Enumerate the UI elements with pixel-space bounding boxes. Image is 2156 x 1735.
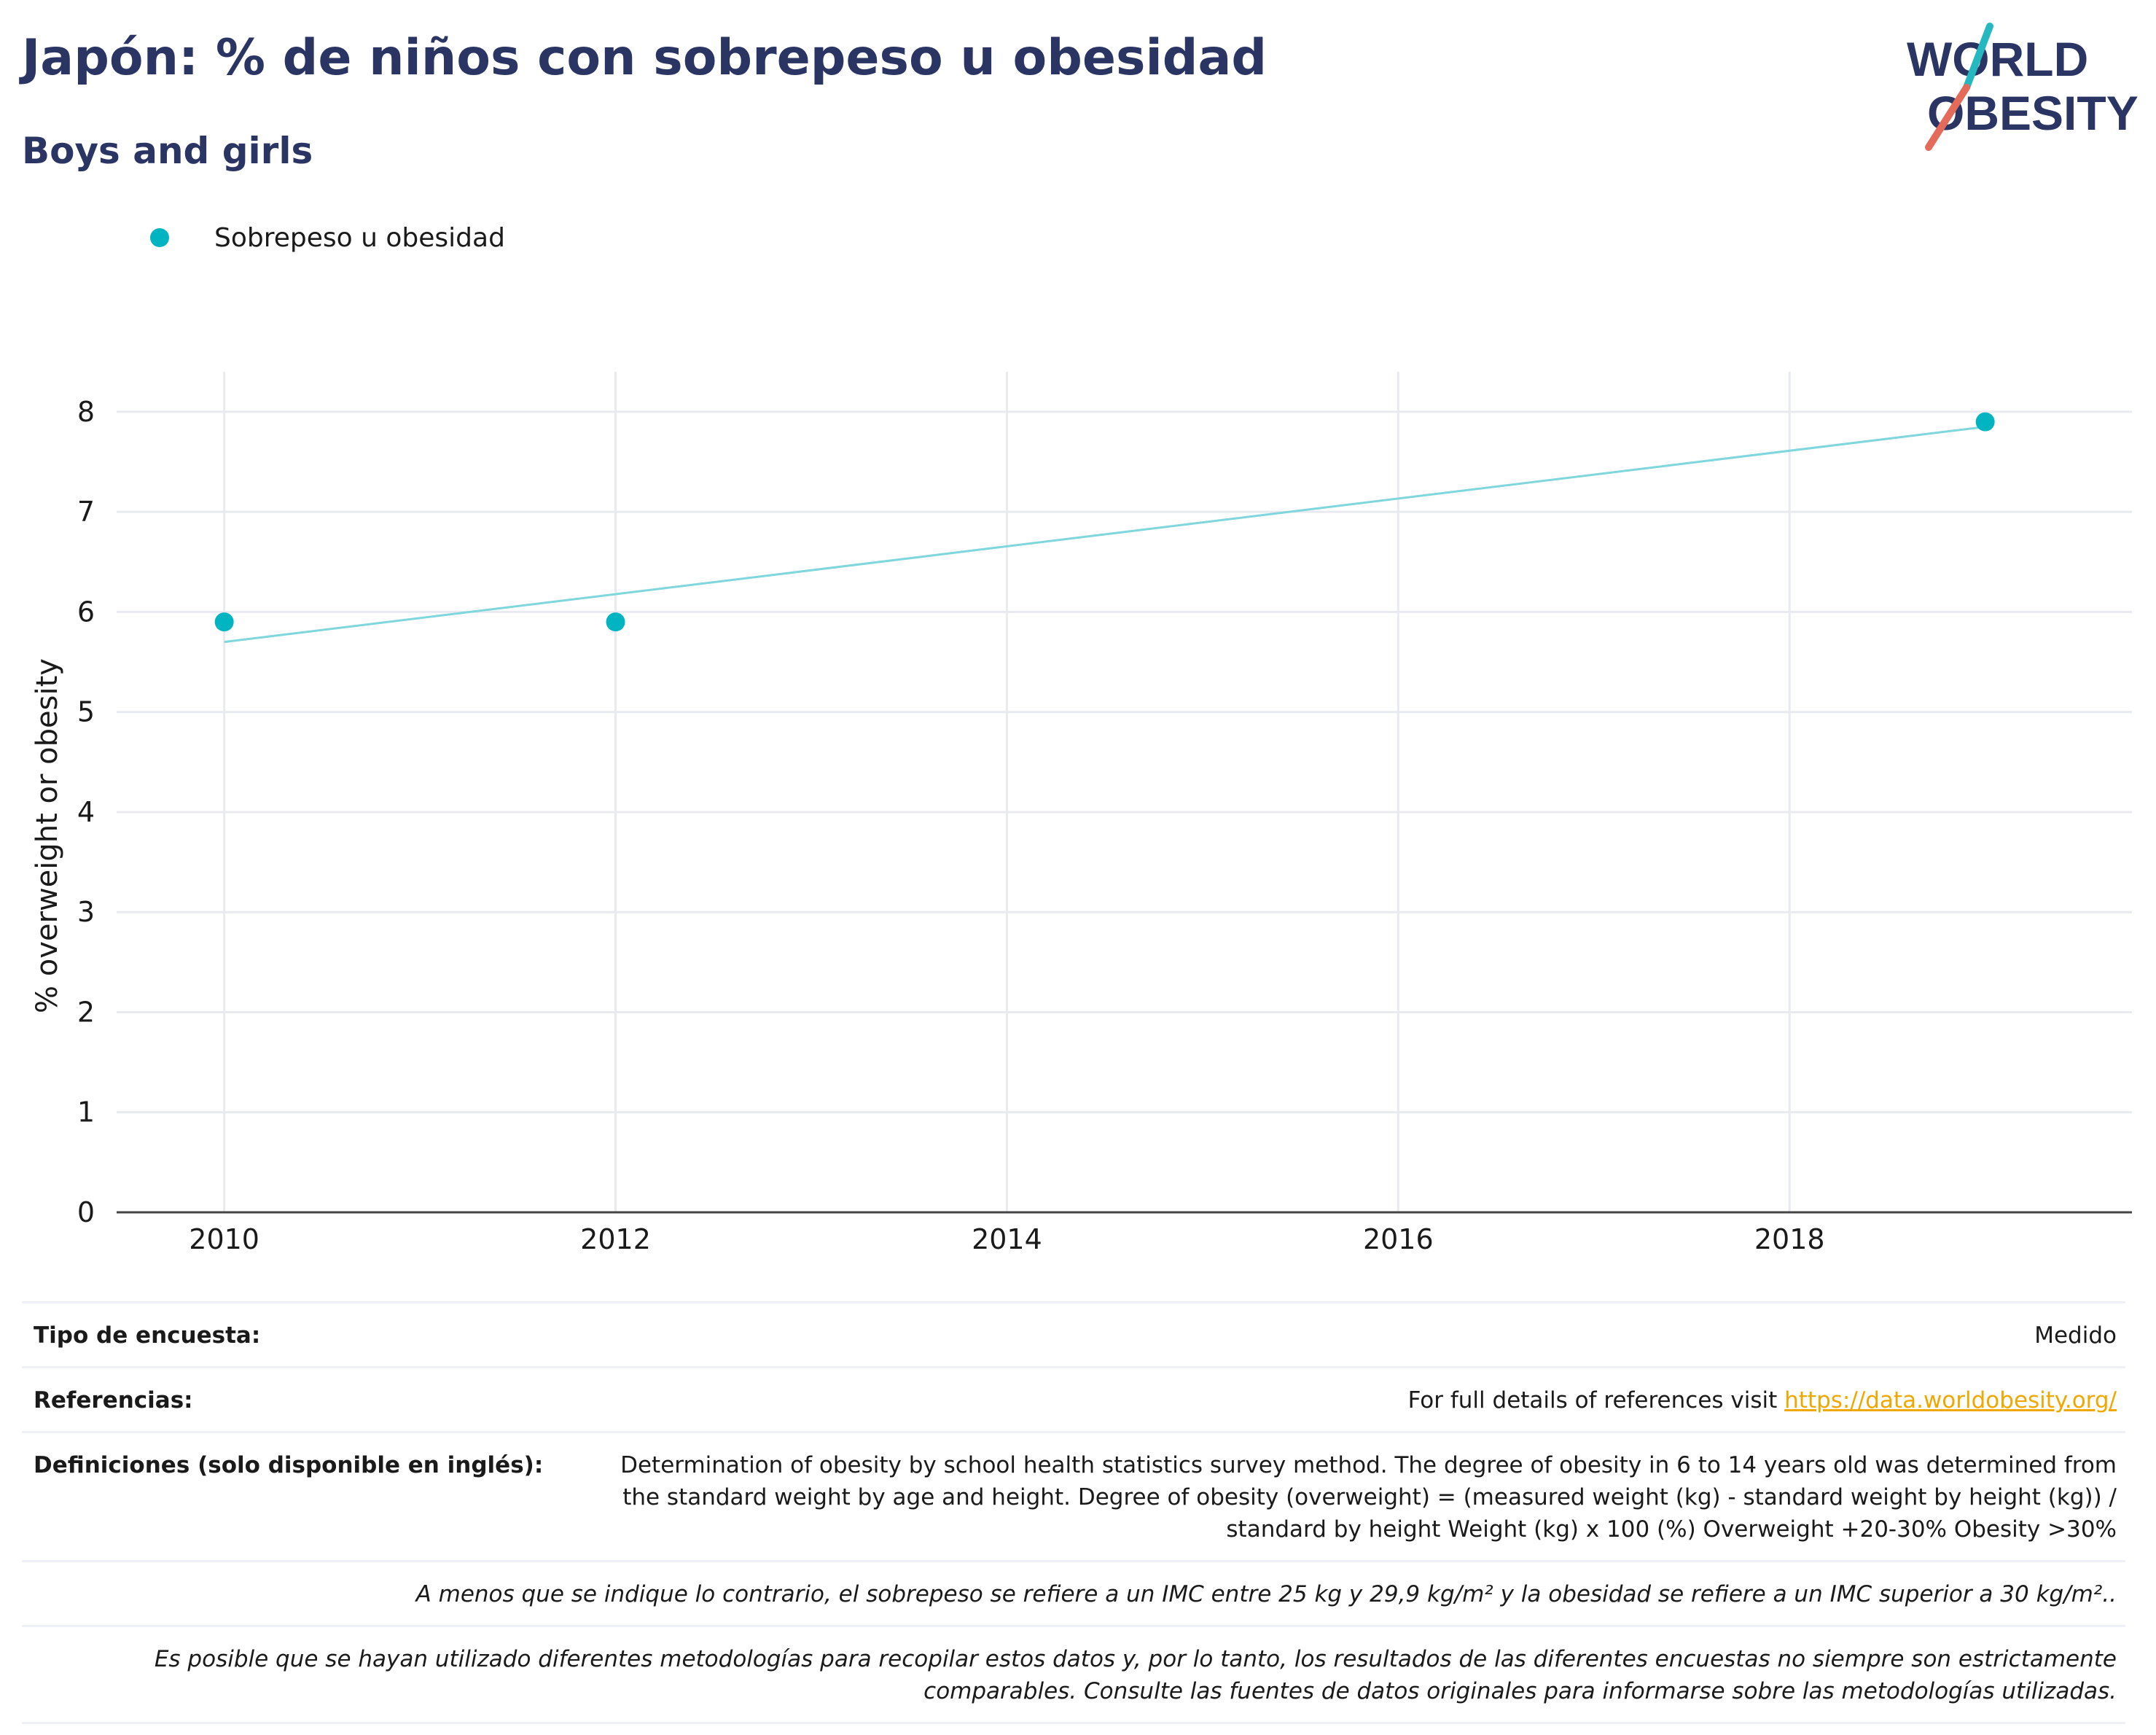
references-value: For full details of references visit htt… bbox=[251, 1384, 2117, 1416]
chart: 0 1 2 3 4 5 6 7 8 2010 2012 2014 2016 2018 % overweigh… bbox=[31, 372, 2132, 1255]
definitions-row: Definiciones (solo disponible en inglés)… bbox=[22, 1431, 2125, 1560]
definitions-label: Definiciones (solo disponible en inglés)… bbox=[34, 1452, 544, 1478]
bmi-note: A menos que se indique lo contrario, el … bbox=[415, 1581, 2117, 1607]
y-tick-label: 0 bbox=[77, 1196, 95, 1228]
survey-type-row: Tipo de encuesta: Medido bbox=[22, 1301, 2125, 1366]
x-tick-label: 2012 bbox=[580, 1223, 651, 1255]
trend-line bbox=[224, 426, 1985, 644]
definitions-value: Determination of obesity by school healt… bbox=[620, 1452, 2117, 1543]
survey-type-label: Tipo de encuesta: bbox=[34, 1322, 261, 1349]
data-point bbox=[214, 612, 234, 632]
x-tick-label: 2018 bbox=[1754, 1223, 1825, 1255]
world-obesity-logo: WORLD OBESITY bbox=[1907, 23, 2139, 151]
methods-note: Es posible que se hayan utilizado difere… bbox=[154, 1646, 2117, 1704]
survey-type-value: Medido bbox=[2034, 1322, 2117, 1349]
logo-slash-teal bbox=[1963, 23, 1993, 91]
bmi-note-row: A menos que se indique lo contrario, el … bbox=[22, 1560, 2125, 1625]
y-tick-label: 6 bbox=[77, 596, 95, 628]
references-text: For full details of references visit bbox=[1407, 1387, 1785, 1414]
methods-note-row: Es posible que se hayan utilizado difere… bbox=[22, 1625, 2125, 1724]
y-axis-title: % overweight or obesity bbox=[31, 658, 64, 1013]
data-point bbox=[606, 612, 625, 632]
info-table: Tipo de encuesta: Medido Referencias: Fo… bbox=[22, 1301, 2125, 1724]
chart-legend[interactable]: Sobrepeso u obesidad bbox=[150, 217, 505, 258]
legend-label: Sobrepeso u obesidad bbox=[214, 222, 505, 253]
y-tick-label: 8 bbox=[77, 396, 95, 428]
y-tick-label: 5 bbox=[77, 696, 95, 728]
legend-marker bbox=[150, 228, 169, 247]
x-tick-label: 2016 bbox=[1363, 1223, 1434, 1255]
logo-line-1: WORLD bbox=[1907, 32, 2088, 86]
page-subtitle: Boys and girls bbox=[22, 130, 313, 172]
x-tick-label: 2014 bbox=[972, 1223, 1042, 1255]
logo-slash-coral bbox=[1925, 84, 1970, 151]
y-tick-label: 1 bbox=[77, 1096, 95, 1128]
y-tick-label: 4 bbox=[77, 796, 95, 828]
page-title: Japón: % de niños con sobrepeso u obesid… bbox=[22, 29, 1268, 87]
references-label: Referencias: bbox=[34, 1387, 193, 1414]
references-link[interactable]: https://data.worldobesity.org/ bbox=[1784, 1387, 2117, 1414]
references-row: Referencias: For full details of referen… bbox=[22, 1366, 2125, 1431]
x-tick-label: 2010 bbox=[189, 1223, 259, 1255]
y-tick-label: 3 bbox=[77, 896, 95, 928]
data-point bbox=[1975, 412, 1995, 432]
y-tick-label: 2 bbox=[77, 996, 95, 1028]
y-tick-label: 7 bbox=[77, 496, 95, 528]
